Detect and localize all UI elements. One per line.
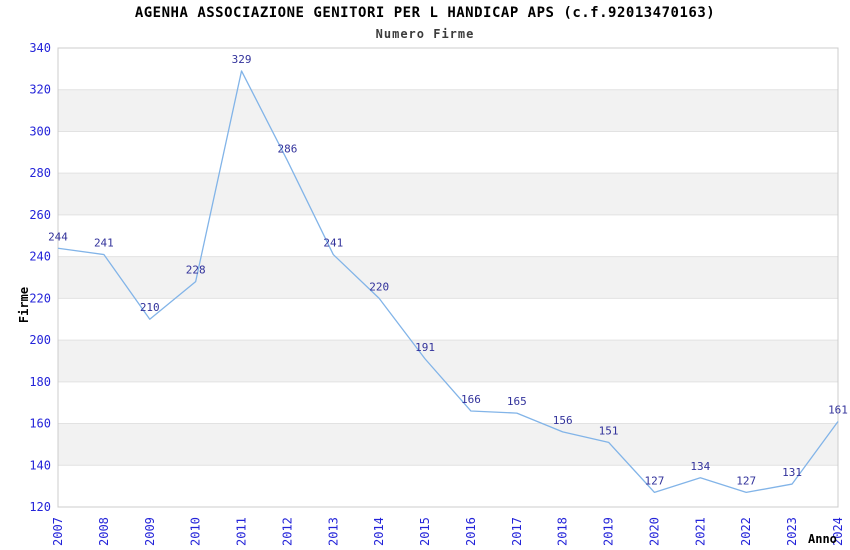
- chart-subtitle: Numero Firme: [375, 27, 475, 41]
- x-tick-label: 2009: [143, 517, 157, 546]
- y-tick-label: 340: [29, 41, 51, 55]
- x-tick-label: 2011: [235, 517, 249, 546]
- plot-band: [58, 340, 838, 382]
- data-label: 220: [369, 280, 389, 293]
- x-tick-label: 2010: [189, 517, 203, 546]
- data-label: 161: [828, 403, 848, 416]
- plot-band: [58, 423, 838, 466]
- plot-band: [58, 381, 838, 424]
- data-label: 165: [507, 395, 527, 408]
- data-label: 241: [94, 237, 114, 250]
- y-tick-label: 320: [29, 83, 51, 97]
- y-tick-label: 260: [29, 208, 51, 222]
- plot-band: [58, 48, 838, 90]
- x-tick-label: 2008: [97, 517, 111, 546]
- data-label: 156: [553, 414, 573, 427]
- x-tick-label: 2007: [51, 517, 65, 546]
- y-tick-label: 300: [29, 124, 51, 138]
- data-label: 191: [415, 341, 435, 354]
- data-label: 134: [690, 460, 710, 473]
- data-label: 131: [782, 466, 802, 479]
- x-tick-label: 2016: [464, 517, 478, 546]
- plot-band: [58, 173, 838, 215]
- plot-band: [58, 89, 838, 132]
- y-tick-label: 180: [29, 375, 51, 389]
- y-tick-label: 160: [29, 417, 51, 431]
- x-tick-label: 2024: [831, 517, 845, 546]
- data-label: 286: [277, 143, 297, 156]
- y-tick-label: 240: [29, 250, 51, 264]
- data-line: [57, 70, 839, 494]
- plot-border: [57, 47, 839, 508]
- data-label: 244: [48, 230, 68, 243]
- data-label: 151: [599, 424, 619, 437]
- data-label: 210: [140, 301, 160, 314]
- plot-band: [58, 256, 838, 299]
- x-tick-label: 2022: [739, 517, 753, 546]
- data-label: 127: [645, 474, 665, 487]
- data-label: 127: [736, 474, 756, 487]
- x-tick-label: 2015: [418, 517, 432, 546]
- data-label: 228: [186, 264, 206, 277]
- plot-band: [58, 298, 838, 341]
- x-tick-label: 2021: [693, 517, 707, 546]
- y-tick-label: 140: [29, 458, 51, 472]
- x-tick-label: 2014: [372, 517, 386, 546]
- plot-band: [58, 131, 838, 174]
- plot-band: [58, 465, 838, 507]
- data-label: 241: [323, 237, 343, 250]
- y-tick-label: 220: [29, 291, 51, 305]
- y-tick-label: 120: [29, 500, 51, 514]
- x-tick-label: 2018: [556, 517, 570, 546]
- x-tick-label: 2020: [647, 517, 661, 546]
- data-label: 166: [461, 393, 481, 406]
- y-tick-label: 200: [29, 333, 51, 347]
- x-tick-label: 2017: [510, 517, 524, 546]
- plot-band: [58, 214, 838, 257]
- chart-title: AGENHA ASSOCIAZIONE GENITORI PER L HANDI…: [134, 5, 716, 21]
- x-axis-title: Anno: [808, 532, 837, 546]
- y-axis-title: Firme: [17, 287, 31, 323]
- x-tick-label: 2019: [602, 517, 616, 546]
- data-label: 329: [232, 53, 252, 66]
- x-tick-label: 2013: [326, 517, 340, 546]
- y-tick-label: 280: [29, 166, 51, 180]
- x-tick-label: 2023: [785, 517, 799, 546]
- x-tick-label: 2012: [280, 517, 294, 546]
